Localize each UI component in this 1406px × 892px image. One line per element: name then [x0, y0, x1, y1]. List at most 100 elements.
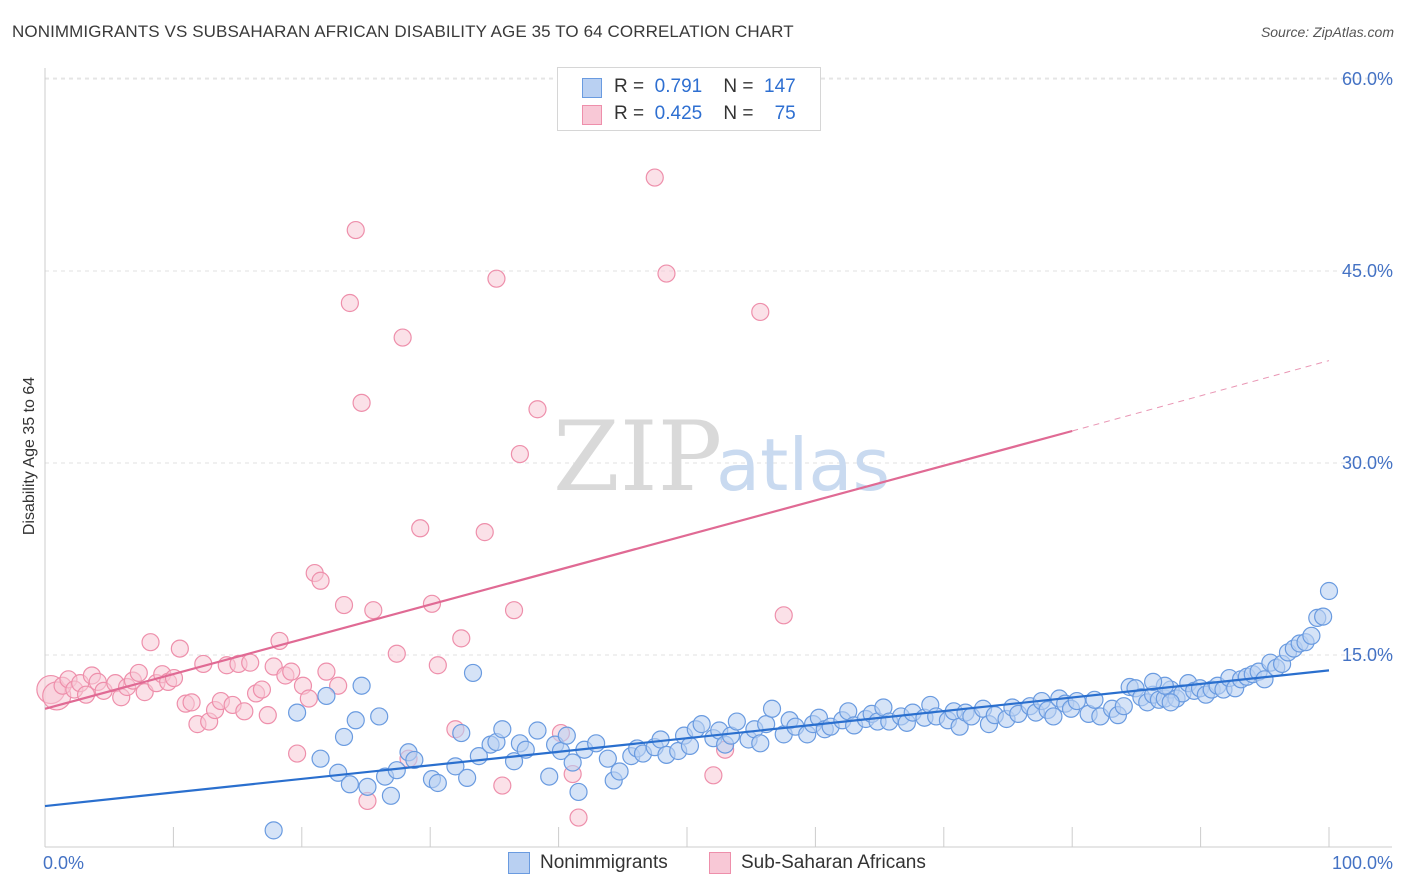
legend-stats-subsaharan: R = 0.425 N = 75	[614, 103, 796, 125]
trend-line-subsaharan-extension	[1072, 360, 1330, 432]
legend-n-value: 75	[774, 103, 796, 124]
point-subsaharan	[288, 744, 307, 763]
legend-stats-nonimmigrants: R = 0.791 N = 147	[614, 76, 796, 98]
point-nonimmigrants	[452, 723, 471, 743]
point-subsaharan	[645, 168, 664, 187]
series-nonimmigrants-points	[264, 581, 1339, 840]
point-subsaharan	[129, 663, 148, 683]
point-subsaharan	[504, 601, 524, 620]
point-nonimmigrants	[692, 715, 711, 734]
y-tick-label: 15.0%	[1342, 645, 1393, 665]
point-nonimmigrants	[329, 763, 348, 782]
point-nonimmigrants	[1161, 693, 1180, 712]
point-nonimmigrants	[334, 727, 354, 747]
point-subsaharan	[182, 693, 201, 712]
legend-r-label: R =	[614, 103, 645, 124]
point-nonimmigrants	[727, 712, 746, 731]
point-nonimmigrants	[311, 749, 330, 768]
point-subsaharan	[510, 444, 530, 464]
legend-swatch-blue	[582, 78, 602, 98]
legend-n-label: N =	[723, 103, 754, 124]
point-nonimmigrants	[569, 782, 588, 802]
point-nonimmigrants	[288, 703, 307, 722]
point-subsaharan	[452, 629, 471, 648]
point-nonimmigrants	[1114, 697, 1133, 716]
point-nonimmigrants	[1302, 626, 1321, 645]
point-nonimmigrants	[493, 720, 512, 739]
y-tick-labels: 15.0% 30.0% 45.0% 60.0%	[1342, 69, 1393, 665]
point-subsaharan	[487, 269, 506, 288]
point-subsaharan	[311, 571, 330, 590]
point-subsaharan	[475, 523, 494, 542]
bottom-legend-swatch-pink	[709, 852, 731, 874]
point-subsaharan	[252, 680, 272, 699]
legend-n-label: N =	[723, 76, 754, 97]
x-tick-labels: 0.0% 100.0%	[43, 853, 1393, 873]
point-subsaharan	[282, 662, 301, 681]
point-nonimmigrants	[405, 750, 424, 770]
point-subsaharan	[774, 606, 793, 625]
y-tick-label: 45.0%	[1342, 261, 1393, 281]
point-subsaharan	[329, 676, 348, 695]
y-axis-label: Disability Age 35 to 64	[21, 377, 38, 535]
y-tick-label: 30.0%	[1342, 453, 1393, 473]
point-nonimmigrants	[598, 749, 617, 768]
point-nonimmigrants	[340, 775, 359, 794]
point-subsaharan	[258, 706, 277, 725]
point-subsaharan	[387, 644, 406, 663]
point-nonimmigrants	[1319, 581, 1339, 601]
watermark-zip: ZIP	[553, 401, 722, 513]
chart-title: NONIMMIGRANTS VS SUBSAHARAN AFRICAN DISA…	[12, 22, 794, 41]
point-subsaharan	[170, 639, 189, 658]
correlation-legend: R = 0.791 N = 147 R = 0.425 N = 75	[557, 67, 821, 131]
point-nonimmigrants	[428, 773, 447, 793]
legend-n-value: 147	[764, 76, 796, 97]
trend-lines	[44, 360, 1330, 808]
point-nonimmigrants	[563, 753, 582, 772]
point-subsaharan	[493, 776, 512, 795]
axes	[44, 68, 1392, 848]
point-nonimmigrants	[381, 786, 401, 805]
point-nonimmigrants	[1044, 707, 1063, 726]
point-subsaharan	[364, 601, 383, 620]
point-subsaharan	[299, 689, 318, 708]
point-nonimmigrants	[528, 721, 547, 740]
point-subsaharan	[340, 293, 359, 313]
point-subsaharan	[334, 595, 354, 615]
point-nonimmigrants	[463, 663, 483, 683]
point-nonimmigrants	[458, 768, 477, 787]
point-subsaharan	[657, 264, 676, 283]
point-subsaharan	[317, 662, 336, 681]
watermark: ZIP atlas	[553, 401, 890, 513]
point-nonimmigrants	[1314, 607, 1333, 626]
x-tick-label: 0.0%	[43, 853, 84, 873]
point-nonimmigrants	[358, 777, 377, 796]
legend-r-value: 0.425	[654, 103, 703, 124]
series-subsaharan-points	[36, 168, 793, 827]
point-nonimmigrants	[370, 707, 389, 726]
trend-line-nonimmigrants	[44, 669, 1330, 808]
point-nonimmigrants	[346, 711, 365, 730]
point-nonimmigrants	[1255, 670, 1274, 689]
point-subsaharan	[141, 633, 160, 652]
source-label: Source: ZipAtlas.com	[1260, 24, 1394, 40]
point-subsaharan	[241, 653, 260, 672]
point-subsaharan	[235, 702, 254, 721]
point-nonimmigrants	[680, 736, 700, 755]
x-tick-label: 100.0%	[1332, 853, 1393, 873]
point-subsaharan	[704, 766, 723, 785]
bottom-legend-label-subsaharan: Sub-Saharan Africans	[741, 852, 926, 873]
point-nonimmigrants	[557, 726, 576, 745]
bottom-legend-label-nonimmigrants: Nonimmigrants	[540, 852, 668, 873]
legend-r-label: R =	[614, 76, 645, 97]
point-subsaharan	[428, 656, 447, 675]
legend-r-value: 0.791	[654, 76, 703, 97]
point-subsaharan	[393, 328, 412, 347]
point-nonimmigrants	[540, 767, 559, 786]
gridlines	[45, 77, 1392, 656]
trend-line-subsaharan	[44, 429, 1073, 710]
point-subsaharan	[346, 220, 365, 240]
point-subsaharan	[751, 302, 770, 322]
point-nonimmigrants	[610, 762, 629, 781]
